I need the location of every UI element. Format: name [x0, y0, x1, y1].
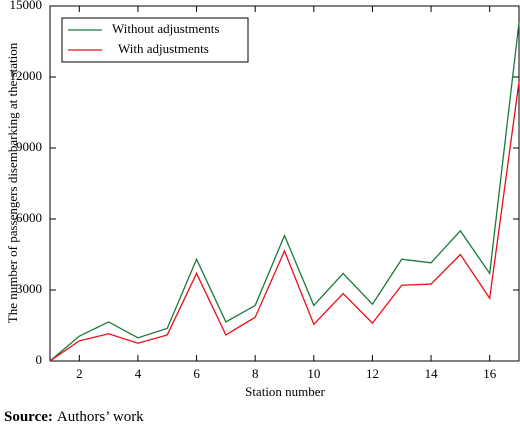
- x-tick-label: 14: [425, 366, 439, 381]
- x-tick-label: 10: [307, 366, 320, 381]
- data-line: [49, 81, 520, 362]
- legend-label: With adjustments: [118, 41, 209, 56]
- x-tick-label: 6: [193, 366, 200, 381]
- source-note: Source: Authors’ work: [4, 409, 144, 425]
- y-tick-label: 12000: [10, 68, 43, 83]
- x-tick-label: 2: [76, 366, 83, 381]
- x-tick-label: 12: [366, 366, 379, 381]
- source-text: Authors’ work: [57, 409, 144, 425]
- x-tick-label: 4: [135, 366, 142, 381]
- legend-label: Without adjustments: [112, 21, 219, 36]
- data-line: [49, 22, 520, 362]
- y-tick-label: 9000: [16, 139, 42, 154]
- plot-frame: [49, 5, 520, 362]
- y-tick-label: 15000: [10, 0, 43, 12]
- y-tick-label: 0: [36, 352, 43, 367]
- legend-box: [61, 17, 249, 63]
- x-axis-label: Station number: [245, 384, 325, 399]
- y-axis-label: The number of passengers disembarking at…: [5, 42, 20, 323]
- x-tick-label: 8: [252, 366, 259, 381]
- x-tick-label: 16: [483, 366, 497, 381]
- y-tick-label: 6000: [16, 210, 42, 225]
- source-label: Source:: [4, 409, 53, 425]
- y-tick-label: 3000: [16, 281, 42, 296]
